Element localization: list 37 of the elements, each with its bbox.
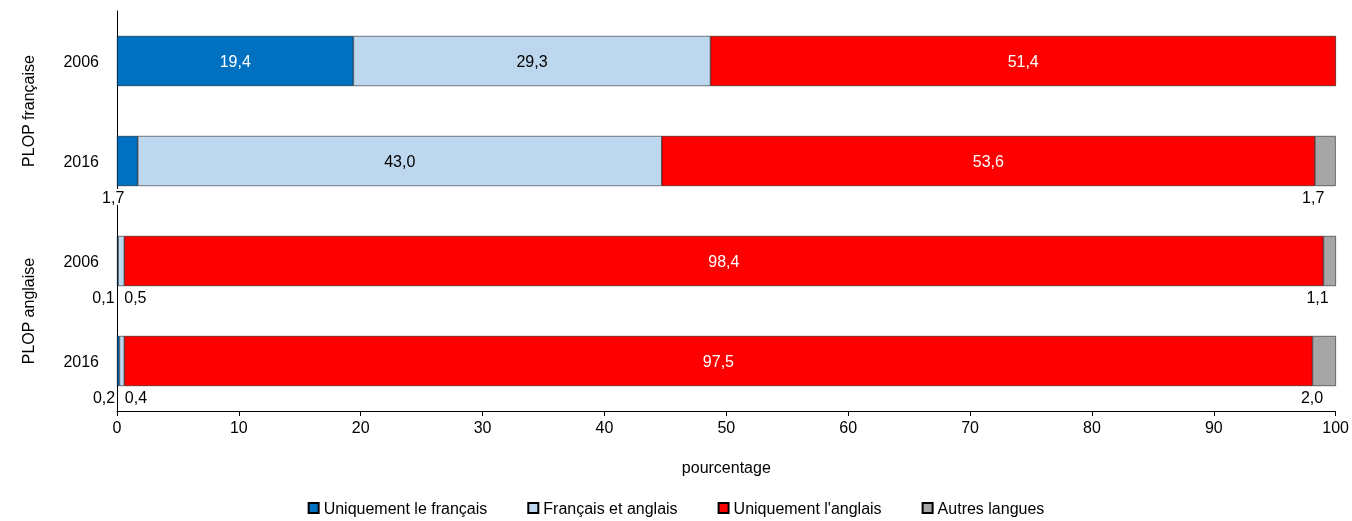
data-label: 53,6 [972, 152, 1005, 170]
legend-label: Français et anglais [543, 499, 678, 517]
legend-label: Uniquement l'anglais [733, 499, 882, 517]
data-label: 98,4 [708, 252, 740, 270]
x-tick-label: 80 [1083, 418, 1101, 436]
y-tick-label: 2016 [63, 152, 100, 170]
data-label: 51,4 [1007, 52, 1039, 70]
data-label: 29,3 [516, 52, 548, 70]
x-tick-label: 40 [595, 418, 614, 436]
x-tick-label: 60 [839, 418, 858, 436]
x-tick-label: 30 [473, 418, 492, 436]
data-label: 1,7 [1302, 188, 1325, 206]
text: PLOP anglaise [19, 257, 37, 365]
legend-label: Uniquement le français [323, 499, 488, 517]
data-label: 0,1 [92, 288, 115, 306]
x-tick-label: 100 [1322, 418, 1350, 436]
y-tick-label: 2006 [63, 52, 100, 70]
data-label: 0,5 [124, 288, 147, 306]
data-label: 19,4 [219, 52, 251, 70]
x-tick-label: 10 [229, 418, 248, 436]
text: PLOP française [19, 55, 37, 167]
y-tick-label: 2006 [63, 252, 100, 270]
x-tick-label: 90 [1204, 418, 1223, 436]
x-tick-label: 70 [961, 418, 980, 436]
data-label: 97,5 [702, 352, 735, 370]
data-label: 2,0 [1300, 388, 1324, 406]
x-tick-label: 0 [112, 418, 122, 436]
x-axis-title: pourcentage [681, 458, 771, 476]
data-label: 0,2 [92, 388, 116, 406]
y-tick-label: 2016 [63, 352, 100, 370]
x-tick-label: 50 [717, 418, 736, 436]
data-label: 43,0 [384, 152, 416, 170]
legend-label: Autres langues [937, 499, 1045, 517]
data-label: 1,7 [102, 188, 125, 206]
data-label: 0,4 [124, 388, 148, 406]
data-label: 1,1 [1306, 288, 1329, 306]
x-tick-label: 20 [351, 418, 370, 436]
